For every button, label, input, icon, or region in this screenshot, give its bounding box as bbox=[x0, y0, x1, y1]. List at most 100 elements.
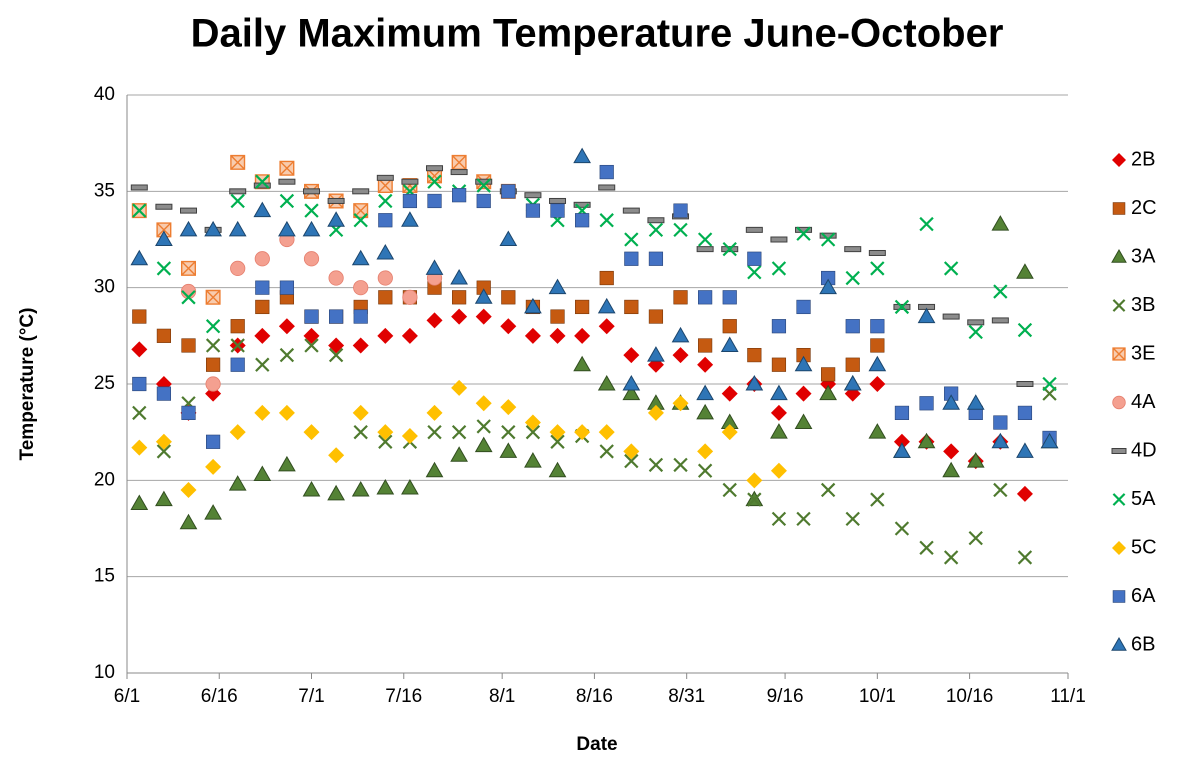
marker bbox=[919, 540, 934, 555]
marker bbox=[671, 326, 690, 343]
marker bbox=[401, 178, 419, 185]
legend-item: 5A bbox=[1112, 488, 1156, 510]
marker bbox=[228, 475, 247, 491]
marker bbox=[968, 530, 983, 546]
legend-label: 4A bbox=[1131, 391, 1156, 413]
marker bbox=[378, 193, 393, 209]
marker bbox=[327, 484, 345, 501]
marker bbox=[179, 220, 198, 237]
x-tick-label: 8/31 bbox=[668, 686, 705, 707]
marker bbox=[993, 415, 1008, 430]
marker bbox=[795, 385, 812, 402]
marker bbox=[942, 394, 961, 410]
legend-label: 2B bbox=[1131, 148, 1155, 170]
marker bbox=[722, 319, 737, 334]
series bbox=[180, 231, 443, 392]
legend-item: 3B bbox=[1112, 294, 1155, 316]
marker bbox=[771, 511, 787, 527]
marker bbox=[181, 338, 196, 353]
marker bbox=[770, 236, 788, 243]
marker bbox=[622, 374, 641, 391]
marker bbox=[401, 479, 419, 495]
marker bbox=[720, 336, 739, 352]
marker bbox=[1017, 405, 1033, 421]
marker bbox=[500, 399, 517, 416]
marker bbox=[796, 226, 811, 241]
marker bbox=[476, 419, 491, 434]
marker bbox=[648, 457, 664, 473]
series bbox=[132, 174, 1057, 392]
marker bbox=[624, 232, 639, 247]
marker bbox=[204, 220, 222, 237]
marker bbox=[279, 193, 295, 209]
marker bbox=[623, 443, 640, 460]
marker bbox=[747, 251, 762, 266]
marker bbox=[868, 355, 887, 372]
legend: 2B 2C 3A 3B 3E 4A 4D 5A 5C 6A 6B bbox=[1111, 148, 1157, 655]
marker bbox=[549, 327, 566, 344]
marker bbox=[599, 444, 614, 459]
marker bbox=[820, 482, 836, 498]
marker bbox=[353, 280, 369, 296]
marker bbox=[919, 216, 934, 232]
marker bbox=[673, 290, 688, 305]
marker bbox=[549, 197, 567, 204]
marker bbox=[255, 299, 270, 315]
marker bbox=[303, 188, 321, 195]
marker bbox=[991, 215, 1010, 231]
marker bbox=[1017, 322, 1033, 338]
y-tick-label: 25 bbox=[94, 373, 115, 394]
marker bbox=[1017, 550, 1033, 565]
marker bbox=[475, 308, 492, 325]
marker bbox=[229, 188, 247, 195]
marker bbox=[156, 444, 172, 459]
marker bbox=[647, 217, 665, 224]
marker bbox=[304, 203, 319, 218]
marker bbox=[328, 270, 344, 286]
marker bbox=[524, 414, 541, 431]
marker bbox=[451, 308, 468, 325]
marker bbox=[624, 453, 639, 469]
marker bbox=[351, 249, 370, 266]
marker bbox=[1040, 432, 1059, 449]
legend-label: 6B bbox=[1131, 633, 1155, 655]
marker bbox=[376, 174, 394, 181]
marker bbox=[624, 299, 639, 315]
marker bbox=[254, 327, 271, 344]
marker bbox=[1016, 442, 1034, 458]
marker bbox=[796, 299, 811, 315]
marker bbox=[967, 319, 985, 326]
marker bbox=[524, 297, 542, 314]
marker bbox=[304, 309, 319, 324]
marker bbox=[303, 424, 320, 441]
grid: 10 15 20 25 30 35 40 6/1 6/16 7/1 7/16 8/1 8/16 8/31 9… bbox=[94, 84, 1086, 707]
points bbox=[130, 147, 1059, 565]
marker bbox=[771, 319, 787, 334]
marker bbox=[378, 290, 393, 305]
chart-title: Daily Maximum Temperature June-October bbox=[191, 12, 1004, 56]
marker bbox=[1112, 347, 1126, 361]
marker bbox=[573, 355, 591, 372]
x-tick-label: 10/1 bbox=[859, 686, 896, 707]
marker bbox=[377, 424, 394, 441]
legend-label: 3B bbox=[1131, 294, 1155, 316]
marker bbox=[302, 220, 321, 237]
y-tick-label: 20 bbox=[94, 469, 115, 490]
marker bbox=[820, 232, 836, 247]
marker bbox=[304, 338, 319, 353]
marker bbox=[745, 226, 763, 233]
legend-label: 6A bbox=[1131, 585, 1156, 607]
marker bbox=[452, 290, 467, 305]
marker bbox=[279, 160, 295, 176]
marker bbox=[476, 193, 491, 209]
marker bbox=[1111, 248, 1127, 263]
marker bbox=[501, 184, 516, 199]
marker bbox=[180, 207, 198, 214]
marker bbox=[303, 327, 320, 344]
legend-label: 3E bbox=[1131, 342, 1155, 364]
marker bbox=[1112, 493, 1126, 506]
marker bbox=[747, 265, 762, 280]
marker bbox=[574, 424, 591, 441]
marker bbox=[401, 211, 419, 227]
marker bbox=[205, 338, 221, 353]
